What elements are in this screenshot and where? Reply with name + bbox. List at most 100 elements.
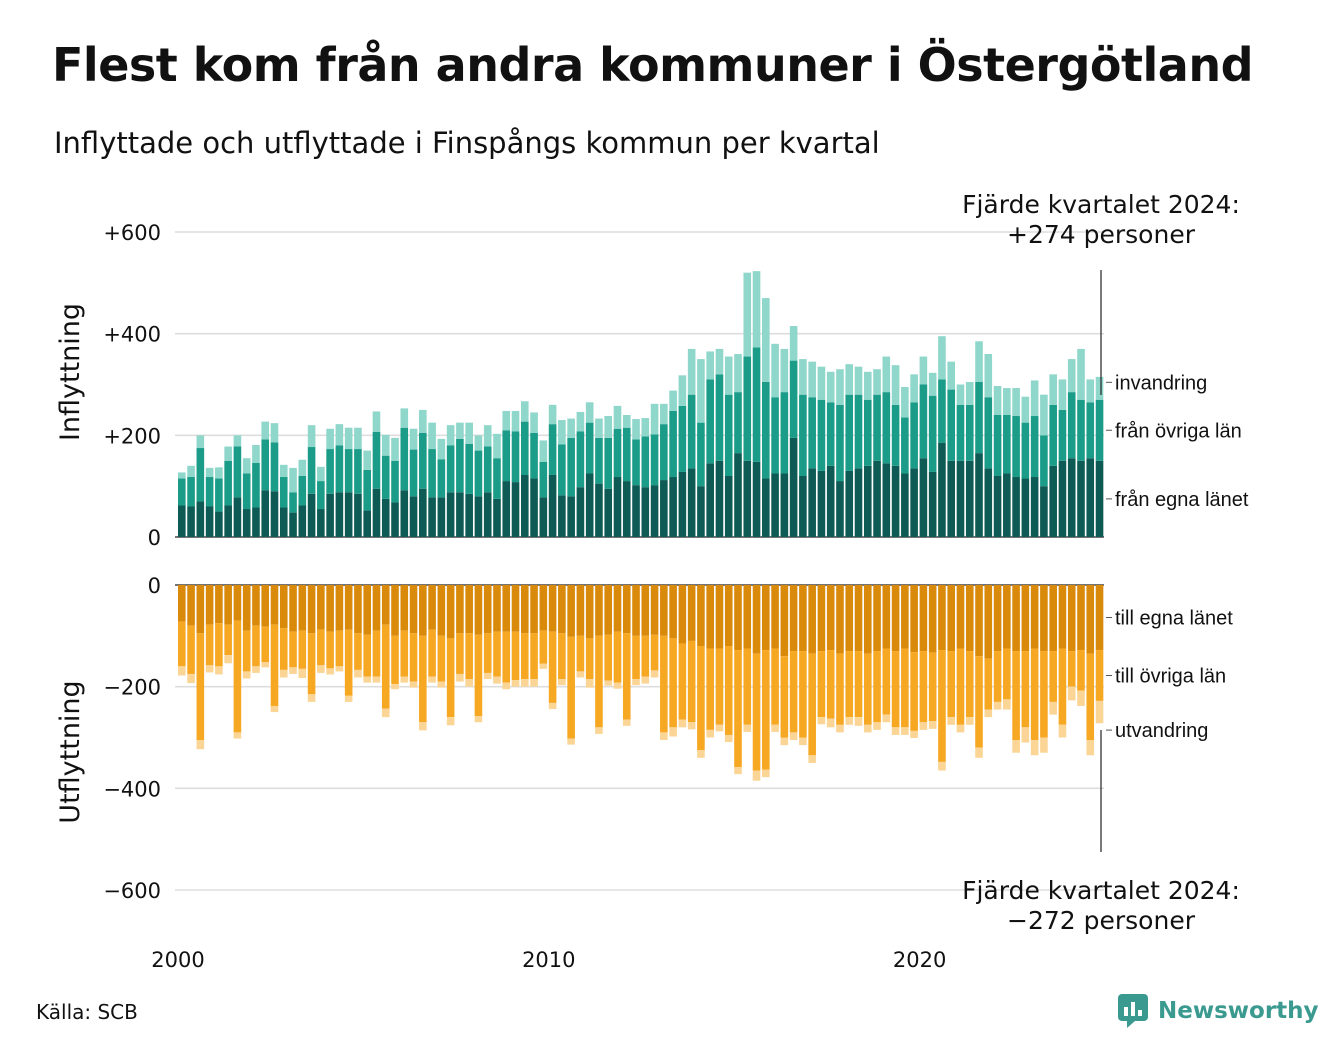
bar-segment	[539, 630, 548, 664]
bar-segment	[919, 651, 928, 723]
bar-segment	[1012, 740, 1020, 753]
bar-segment	[558, 585, 566, 634]
bar-segment	[307, 633, 316, 695]
bar-segment	[993, 585, 1002, 652]
bar-segment	[242, 473, 251, 510]
bar-segment	[493, 585, 501, 632]
bar-segment	[270, 624, 279, 706]
bar-segment	[344, 585, 353, 630]
bar-segment	[826, 585, 835, 651]
bar-segment	[558, 679, 566, 686]
bar-segment	[762, 769, 770, 778]
bar-segment	[687, 640, 696, 723]
bar-segment	[947, 460, 956, 537]
bar-segment	[891, 465, 900, 537]
bar-segment	[928, 471, 937, 537]
bar-segment	[558, 495, 566, 537]
bar-segment	[298, 505, 307, 537]
bar-segment	[1077, 650, 1085, 691]
bar-segment	[326, 585, 334, 632]
bar-segment	[669, 477, 677, 537]
bar-segment	[641, 635, 650, 677]
bar-segment	[558, 633, 566, 680]
bar-segment	[354, 427, 362, 450]
bar-segment	[548, 631, 557, 703]
bar-segment	[780, 392, 789, 474]
bar-segment	[446, 717, 455, 726]
bar-segment	[808, 468, 816, 538]
y-tick-label: −200	[103, 676, 161, 700]
bar-segment	[660, 480, 668, 537]
y-axis-title: Inflyttning	[55, 303, 86, 441]
bar-segment	[1021, 396, 1030, 423]
bar-segment	[622, 427, 631, 482]
bar-segment	[354, 585, 362, 634]
bar-segment	[456, 673, 464, 682]
bar-segment	[808, 361, 816, 398]
bar-segment	[446, 585, 455, 639]
bar-segment	[752, 585, 761, 654]
bar-segment	[372, 676, 381, 683]
bar-segment	[585, 473, 594, 537]
bar-segment	[233, 446, 242, 498]
bar-segment	[474, 496, 483, 537]
bar-segment	[261, 439, 270, 491]
bar-segment	[938, 379, 946, 443]
bar-segment	[808, 653, 816, 756]
bar-segment	[511, 482, 520, 537]
bar-segment	[660, 424, 668, 481]
bar-segment	[187, 465, 195, 478]
bar-segment	[928, 652, 937, 722]
bar-segment	[928, 721, 937, 729]
bar-segment	[196, 740, 205, 750]
chart-title: Flest kom från andra kommuner i Östergöt…	[52, 38, 1254, 92]
bar-segment	[317, 509, 325, 537]
bar-segment	[400, 408, 409, 428]
bar-segment	[252, 462, 260, 508]
bar-segment	[910, 730, 918, 739]
bar-segment	[511, 585, 520, 632]
bar-segment	[344, 427, 353, 450]
bar-segment	[215, 623, 223, 667]
bar-segment	[947, 361, 956, 390]
bar-segment	[298, 476, 307, 506]
bar-segment	[261, 585, 270, 627]
y-tick-label: +600	[103, 221, 161, 245]
bar-segment	[474, 450, 483, 497]
bar-segment	[799, 394, 807, 476]
bar-segment	[335, 445, 344, 493]
bar-segment	[826, 371, 835, 403]
bar-segment	[613, 631, 622, 683]
bar-segment	[381, 455, 390, 499]
bar-segment	[669, 727, 677, 737]
bar-segment	[613, 682, 622, 689]
bar-segment	[1086, 379, 1095, 403]
bar-segment	[734, 453, 742, 538]
bar-segment	[335, 585, 344, 631]
bar-segment	[947, 389, 956, 461]
bar-segment	[938, 650, 946, 762]
bar-segment	[548, 702, 557, 710]
bar-segment	[215, 511, 223, 537]
bar-segment	[613, 585, 622, 632]
bar-segment	[724, 394, 733, 476]
bar-segment	[789, 732, 798, 741]
bar-segment	[437, 635, 446, 682]
bar-segment	[975, 656, 983, 748]
bar-segment	[1040, 651, 1048, 738]
bar-segment	[632, 635, 640, 680]
bar-segment	[1067, 686, 1076, 701]
bar-segment	[270, 705, 279, 713]
bar-segment	[1049, 651, 1057, 702]
bar-segment	[762, 650, 770, 770]
bar-segment	[984, 397, 993, 469]
bar-segment	[1021, 727, 1030, 743]
bar-segment	[1030, 416, 1039, 478]
bar-segment	[743, 648, 752, 725]
bar-segment	[539, 585, 548, 631]
annotation-line2: +274 personer	[1007, 220, 1196, 249]
bar-segment	[502, 682, 511, 690]
bar-segment	[882, 585, 891, 649]
bar-segment	[604, 634, 613, 681]
bar-segment	[1077, 460, 1085, 537]
